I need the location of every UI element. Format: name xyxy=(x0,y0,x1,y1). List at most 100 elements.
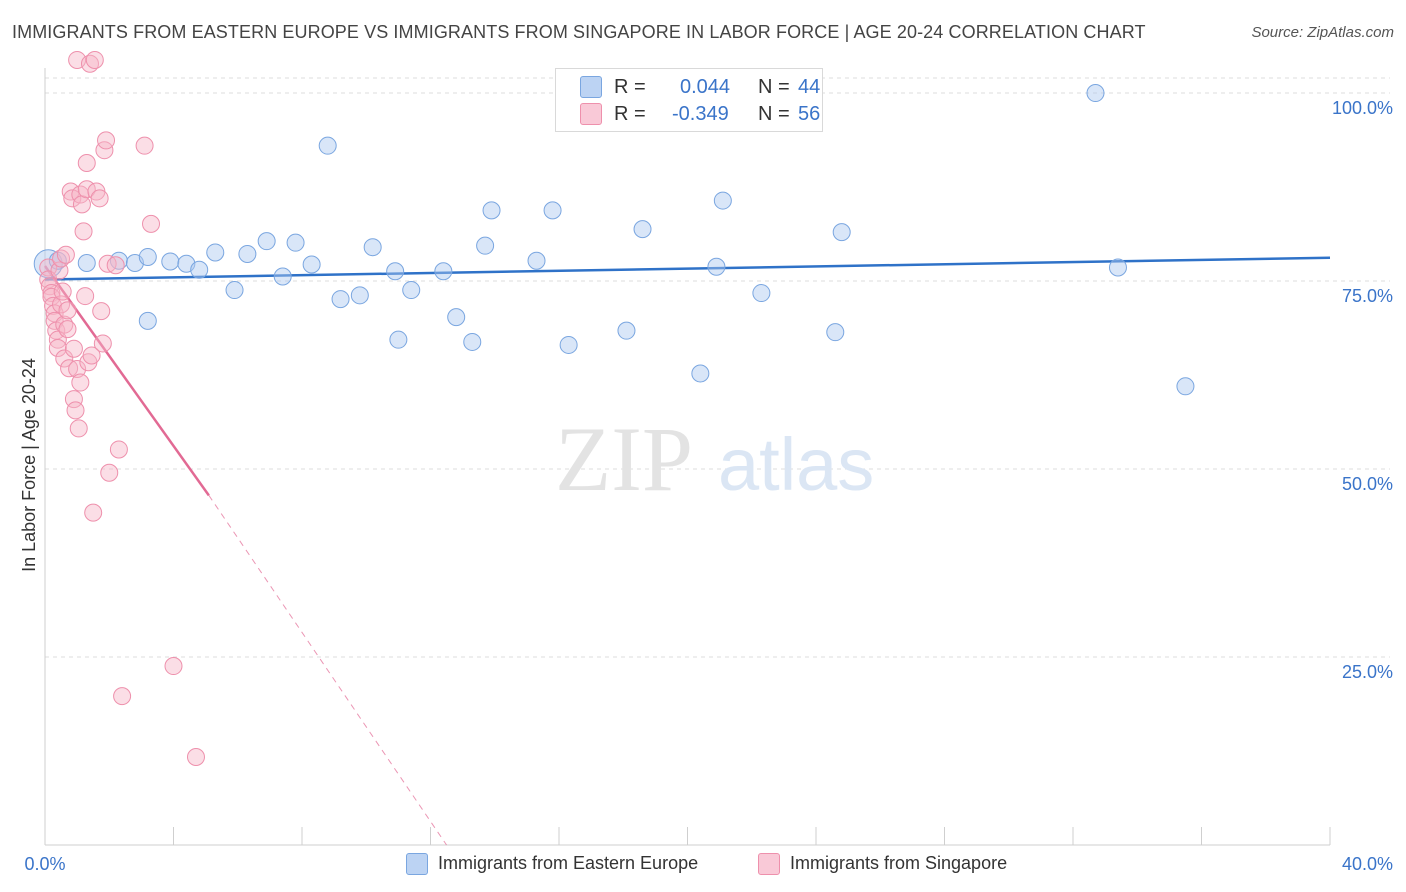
stats-swatch-singapore xyxy=(580,103,602,125)
stats-r-label: R = xyxy=(614,103,646,125)
point-eastern-europe xyxy=(331,290,350,309)
stats-box: R = 0.044 N = 44 R = -0.349 N = 56 xyxy=(555,68,823,132)
point-eastern-europe xyxy=(238,244,257,263)
point-eastern-europe xyxy=(386,262,405,281)
watermark-zip: ZIP xyxy=(555,408,693,510)
y-tick-label: 100.0% xyxy=(1332,98,1393,118)
point-eastern-europe xyxy=(190,260,209,279)
point-eastern-europe xyxy=(482,201,501,220)
stats-swatch-eastern-europe xyxy=(580,76,602,98)
y-tick-label: 50.0% xyxy=(1342,474,1393,494)
point-singapore xyxy=(90,189,109,208)
point-eastern-europe xyxy=(463,332,482,351)
stats-n-label: N = xyxy=(758,103,790,125)
point-eastern-europe xyxy=(476,236,495,255)
point-eastern-europe xyxy=(389,330,408,349)
point-singapore xyxy=(74,222,93,241)
point-eastern-europe xyxy=(543,201,562,220)
axes xyxy=(44,68,1331,846)
y-tick-label: 75.0% xyxy=(1342,286,1393,306)
y-tick-label: 25.0% xyxy=(1342,662,1393,682)
point-eastern-europe xyxy=(363,238,382,257)
point-singapore xyxy=(69,419,88,438)
point-eastern-europe xyxy=(350,286,369,305)
stats-r-value: -0.349 xyxy=(672,103,729,125)
watermark-atlas: atlas xyxy=(718,423,874,506)
point-singapore xyxy=(97,131,116,150)
point-eastern-europe xyxy=(447,308,466,327)
point-eastern-europe xyxy=(402,281,421,300)
point-eastern-europe xyxy=(302,255,321,274)
legend-label-eastern-europe: Immigrants from Eastern Europe xyxy=(438,853,699,873)
point-eastern-europe xyxy=(826,323,845,342)
point-eastern-europe xyxy=(225,281,244,300)
point-singapore xyxy=(135,136,154,155)
point-eastern-europe xyxy=(257,232,276,251)
x-tick-label: 40.0% xyxy=(1342,854,1393,874)
point-eastern-europe xyxy=(318,136,337,155)
point-eastern-europe xyxy=(138,247,157,266)
trend-line-eastern-europe xyxy=(44,256,1331,281)
point-eastern-europe xyxy=(161,252,180,271)
trend-line-singapore xyxy=(43,265,210,497)
x-tick-label: 0.0% xyxy=(24,854,65,874)
stats-n-value: 44 xyxy=(798,76,821,98)
point-eastern-europe xyxy=(206,243,225,262)
point-singapore xyxy=(77,153,96,172)
source-credit: Source: ZipAtlas.com xyxy=(1251,24,1394,41)
point-singapore xyxy=(106,256,125,275)
point-eastern-europe xyxy=(138,311,157,330)
point-singapore xyxy=(93,334,112,353)
point-eastern-europe xyxy=(617,321,636,340)
point-singapore xyxy=(109,440,128,459)
point-singapore xyxy=(113,687,132,706)
point-eastern-europe xyxy=(707,257,726,276)
point-singapore xyxy=(71,373,90,392)
legend-swatch-singapore xyxy=(758,853,780,875)
point-eastern-europe xyxy=(1086,84,1105,103)
point-singapore xyxy=(76,287,95,306)
point-eastern-europe xyxy=(527,251,546,270)
stats-r-value: 0.044 xyxy=(680,76,731,98)
point-singapore xyxy=(48,338,67,357)
point-singapore xyxy=(53,282,72,301)
point-singapore xyxy=(100,463,119,482)
point-singapore xyxy=(85,50,104,69)
point-eastern-europe xyxy=(633,220,652,239)
point-singapore xyxy=(58,301,77,320)
tick-labels: 100.0% 75.0% 50.0% 25.0% 0.0% 40.0% xyxy=(24,98,1393,874)
point-eastern-europe xyxy=(434,262,453,281)
legend-swatch-eastern-europe xyxy=(406,853,428,875)
stats-n-label: N = xyxy=(758,76,790,98)
point-singapore xyxy=(55,349,74,368)
trend-lines xyxy=(43,256,1331,846)
point-eastern-europe xyxy=(752,284,771,303)
y-axis-label: In Labor Force | Age 20-24 xyxy=(19,358,39,572)
point-singapore xyxy=(64,390,83,409)
point-singapore xyxy=(164,657,183,676)
watermark: ZIP atlas xyxy=(555,408,874,510)
chart-title: IMMIGRANTS FROM EASTERN EUROPE VS IMMIGR… xyxy=(12,22,1146,42)
stats-r-label: R = xyxy=(614,76,646,98)
point-eastern-europe xyxy=(691,364,710,383)
point-singapore xyxy=(66,401,85,420)
point-singapore xyxy=(92,302,111,321)
point-singapore xyxy=(186,748,205,767)
point-singapore xyxy=(56,245,75,264)
point-singapore xyxy=(142,214,161,233)
trend-line-singapore-extension xyxy=(208,495,447,846)
stats-n-value: 56 xyxy=(798,103,821,125)
point-eastern-europe xyxy=(273,267,292,286)
point-eastern-europe xyxy=(1108,258,1127,277)
grid-lines xyxy=(45,77,1390,658)
data-points xyxy=(33,50,1195,767)
point-singapore xyxy=(64,339,83,358)
point-eastern-europe xyxy=(286,233,305,252)
legend-label-singapore: Immigrants from Singapore xyxy=(790,853,1008,873)
point-singapore xyxy=(82,346,101,365)
point-eastern-europe xyxy=(1176,377,1195,396)
point-singapore xyxy=(84,503,103,522)
point-singapore xyxy=(68,360,87,379)
point-eastern-europe xyxy=(77,253,96,272)
